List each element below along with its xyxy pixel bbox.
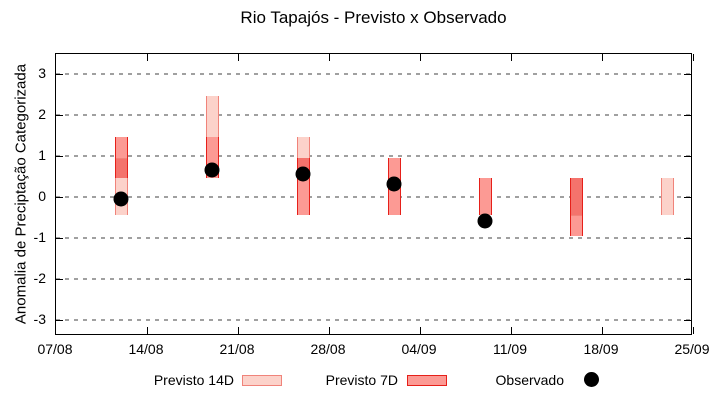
forecast-bar	[570, 178, 583, 236]
x-tick-label: 25/09	[674, 341, 710, 357]
legend-swatch-observado-dot	[584, 372, 599, 387]
forecast-bar-segment	[298, 178, 309, 216]
x-tick-label: 28/08	[310, 341, 346, 357]
forecast-bar	[206, 96, 219, 138]
y-tick-mark	[56, 237, 63, 239]
y-tick-label: 0	[38, 187, 46, 204]
legend-swatch-previsto-7d	[407, 375, 447, 386]
forecast-bar-segment	[116, 157, 127, 179]
x-tick-label: 04/09	[401, 341, 437, 357]
x-tick-label: 21/08	[219, 341, 255, 357]
y-tick-mark	[56, 278, 63, 280]
gridline	[56, 318, 691, 321]
gridline	[56, 277, 691, 280]
forecast-bar-divider	[571, 215, 582, 217]
x-tick-mark	[693, 54, 694, 61]
y-tick-mark	[684, 73, 691, 75]
y-tick-label: -2	[33, 269, 46, 286]
gridline	[56, 72, 691, 75]
observed-dot	[113, 191, 129, 207]
y-tick-mark	[684, 114, 691, 116]
y-tick-label: 1	[38, 146, 46, 163]
y-tick-mark	[56, 196, 63, 198]
y-tick-mark	[56, 73, 63, 75]
x-tick-label: 11/09	[493, 341, 527, 357]
x-tick-label: 07/08	[37, 341, 73, 357]
observed-dot	[295, 166, 311, 182]
legend-label-observado: Observado	[495, 372, 564, 388]
forecast-bar-segment	[571, 215, 582, 236]
plot-area	[55, 53, 694, 335]
x-tick-mark	[329, 327, 330, 334]
observed-dot	[386, 176, 402, 192]
x-tick-mark	[602, 54, 603, 61]
gridline	[56, 154, 691, 157]
x-tick-label: 18/09	[583, 341, 619, 357]
gridline	[56, 195, 691, 198]
legend-label-previsto-14d: Previsto 14D	[153, 372, 234, 388]
y-tick-mark	[684, 196, 691, 198]
y-tick-mark	[684, 155, 691, 157]
x-tick-mark	[602, 327, 603, 334]
y-tick-label: 2	[38, 105, 46, 122]
forecast-bar	[479, 178, 492, 216]
x-tick-mark	[511, 54, 512, 61]
forecast-bar	[115, 137, 128, 179]
y-tick-mark	[56, 114, 63, 116]
forecast-bar-segment	[571, 178, 582, 216]
forecast-bar-segment	[298, 137, 309, 158]
observed-dot	[477, 213, 493, 229]
y-tick-mark	[56, 155, 63, 157]
chart-title: Rio Tapajós - Previsto x Observado	[240, 8, 507, 27]
legend-swatch-previsto-14d	[242, 375, 282, 386]
x-tick-mark	[147, 327, 148, 334]
forecast-bar-segment	[207, 137, 218, 179]
x-tick-mark	[147, 54, 148, 61]
y-tick-label: 3	[38, 64, 46, 81]
y-tick-mark	[684, 237, 691, 239]
y-tick-mark	[684, 278, 691, 280]
x-tick-mark	[238, 54, 239, 61]
x-tick-mark	[693, 327, 694, 334]
forecast-bar-segment	[662, 178, 673, 216]
y-tick-label: -1	[33, 228, 46, 245]
x-tick-mark	[420, 327, 421, 334]
x-tick-mark	[420, 54, 421, 61]
forecast-bar	[297, 137, 310, 158]
gridline	[56, 236, 691, 239]
forecast-bar-divider	[116, 157, 127, 159]
forecast-bar-segment	[480, 178, 491, 216]
x-tick-mark	[511, 327, 512, 334]
x-tick-mark	[238, 327, 239, 334]
x-tick-mark	[329, 54, 330, 61]
y-tick-mark	[56, 319, 63, 321]
y-tick-mark	[684, 319, 691, 321]
gridline	[56, 113, 691, 116]
forecast-bar-segment	[116, 137, 127, 158]
observed-dot	[204, 162, 220, 178]
y-tick-label: -3	[33, 310, 46, 327]
forecast-bar-segment	[207, 96, 218, 138]
forecast-bar	[206, 137, 219, 179]
forecast-bar	[661, 178, 674, 216]
legend-label-previsto-7d: Previsto 7D	[325, 372, 398, 388]
x-tick-label: 14/08	[128, 341, 164, 357]
